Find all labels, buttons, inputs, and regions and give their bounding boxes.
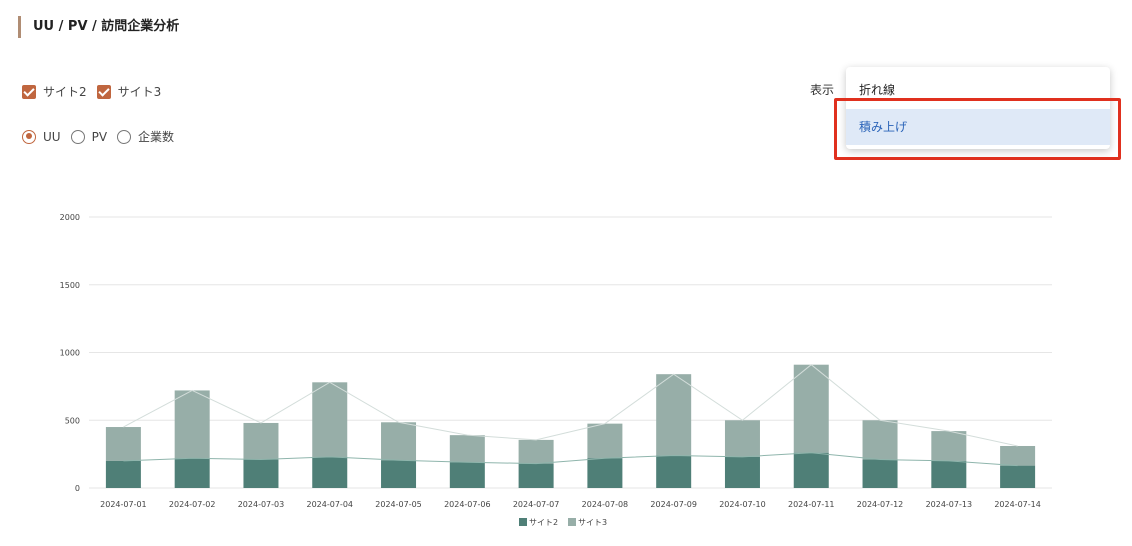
legend-swatch-site2 [519, 518, 527, 526]
x-tick-label: 2024-07-08 [582, 500, 629, 509]
checkbox-checked-icon[interactable] [22, 84, 36, 99]
x-tick-label: 2024-07-14 [994, 500, 1041, 509]
pv-radio-label: PV [91, 129, 108, 144]
bar-site2 [243, 459, 279, 488]
bar-site3 [656, 374, 692, 456]
legend-label-site2: サイト2 [529, 518, 558, 527]
x-tick-label: 2024-07-01 [100, 500, 147, 509]
bar-site2 [449, 462, 485, 488]
section-title: UU / PV / 訪問企業分析 [18, 16, 179, 38]
bar-site2 [656, 455, 692, 488]
x-tick-label: 2024-07-13 [926, 500, 973, 509]
site3-checkbox-label: サイト3 [117, 85, 162, 99]
legend-swatch-site3 [568, 518, 576, 526]
site3-checkbox[interactable]: サイト3 [96, 83, 162, 100]
x-tick-label: 2024-07-12 [857, 500, 904, 509]
company-count-radio[interactable]: 企業数 [117, 128, 174, 145]
site2-checkbox[interactable]: サイト2 [22, 83, 87, 100]
legend-label-site3: サイト3 [578, 518, 607, 527]
display-dropdown-menu: 折れ線 積み上げ [846, 67, 1110, 149]
bar-site3 [449, 435, 485, 463]
site2-checkbox-label: サイト2 [43, 85, 87, 99]
company-count-radio-label: 企業数 [138, 130, 175, 144]
bar-site3 [174, 390, 210, 459]
bar-site3 [243, 422, 279, 460]
site-checkbox-group: サイト2 サイト3 [22, 83, 171, 100]
radio-unselected-icon[interactable] [117, 129, 132, 144]
x-tick-label: 2024-07-04 [307, 500, 354, 509]
y-tick-label: 1500 [60, 281, 80, 290]
site2-trend-line [123, 452, 1018, 467]
bar-site3 [587, 423, 623, 459]
x-tick-label: 2024-07-02 [169, 500, 216, 509]
bar-site3 [312, 382, 348, 457]
bar-site2 [793, 452, 829, 488]
x-tick-label: 2024-07-07 [513, 500, 560, 509]
uu-radio[interactable]: UU [22, 129, 61, 144]
bar-site3 [931, 431, 967, 461]
y-tick-label: 500 [65, 416, 80, 425]
bar-site3 [105, 427, 141, 461]
display-option-stacked[interactable]: 積み上げ [846, 109, 1110, 145]
x-tick-label: 2024-07-11 [788, 500, 835, 509]
bar-site2 [518, 463, 554, 488]
y-tick-label: 1000 [60, 349, 80, 358]
bar-site3 [862, 420, 898, 460]
radio-unselected-icon[interactable] [70, 129, 85, 144]
bar-site3 [724, 420, 760, 457]
bar-site2 [381, 460, 417, 488]
x-tick-label: 2024-07-09 [650, 500, 697, 509]
x-tick-label: 2024-07-06 [444, 500, 491, 509]
bar-site3 [518, 439, 554, 464]
bar-site2 [105, 460, 141, 488]
uu-radio-label: UU [43, 129, 61, 144]
bar-site2 [931, 460, 967, 488]
display-option-line[interactable]: 折れ線 [859, 83, 896, 97]
bar-site2 [862, 459, 898, 488]
bar-site3 [381, 422, 417, 461]
checkbox-checked-icon[interactable] [96, 84, 111, 99]
x-tick-label: 2024-07-05 [375, 500, 422, 509]
bar-site3 [1000, 445, 1036, 466]
bar-site2 [312, 456, 348, 488]
radio-selected-icon[interactable] [22, 129, 36, 144]
y-tick-label: 0 [75, 484, 80, 493]
bar-site2 [724, 456, 760, 488]
metric-radio-group: UU PV 企業数 [22, 128, 184, 145]
bar-site2 [1000, 465, 1036, 488]
bar-site2 [587, 458, 623, 488]
site3-trend-line [123, 364, 1018, 447]
display-select-label: 表示 [810, 83, 835, 97]
bar-site3 [793, 364, 829, 453]
y-tick-label: 2000 [60, 213, 80, 222]
pv-radio[interactable]: PV [70, 129, 108, 144]
x-tick-label: 2024-07-10 [719, 500, 766, 509]
x-tick-label: 2024-07-03 [238, 500, 285, 509]
bar-site2 [174, 458, 210, 488]
